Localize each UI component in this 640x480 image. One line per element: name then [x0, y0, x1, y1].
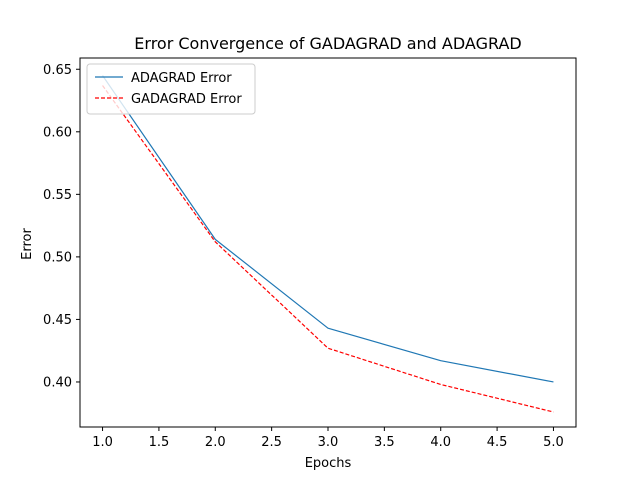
x-tick-label: 4.5	[487, 435, 508, 450]
y-tick-label: 0.45	[43, 313, 72, 328]
y-tick-label: 0.40	[43, 375, 72, 390]
x-tick-label: 4.0	[430, 435, 451, 450]
legend-label-1: ADAGRAD Error	[131, 71, 232, 86]
x-tick-label: 2.5	[261, 435, 282, 450]
x-tick-label: 1.5	[149, 435, 170, 450]
series-line-1	[102, 75, 554, 383]
x-tick-label: 5.0	[543, 435, 564, 450]
x-tick-label: 3.0	[318, 435, 339, 450]
x-tick-label: 2.0	[205, 435, 226, 450]
y-tick-label: 0.65	[43, 63, 72, 78]
x-tick-label: 3.5	[374, 435, 395, 450]
y-tick-label: 0.60	[43, 125, 72, 140]
plot-area: 1.0 1.5 2.0 2.5 3.0 3.5 4.0 4.5 5.0 0.40 0.45 0.50 0…	[43, 57, 577, 450]
x-axis-title: Epochs	[305, 456, 352, 471]
x-tick-label: 1.0	[92, 435, 113, 450]
chart-title: Error Convergence of GADAGRAD and ADAGRA…	[134, 34, 521, 53]
y-tick-label: 0.55	[43, 188, 72, 203]
y-axis-title: Error	[20, 228, 35, 260]
y-tick-label: 0.50	[43, 250, 72, 265]
legend-box	[86, 63, 256, 115]
legend-label-2: GADAGRAD Error	[131, 92, 242, 107]
series-line-2	[102, 85, 554, 413]
